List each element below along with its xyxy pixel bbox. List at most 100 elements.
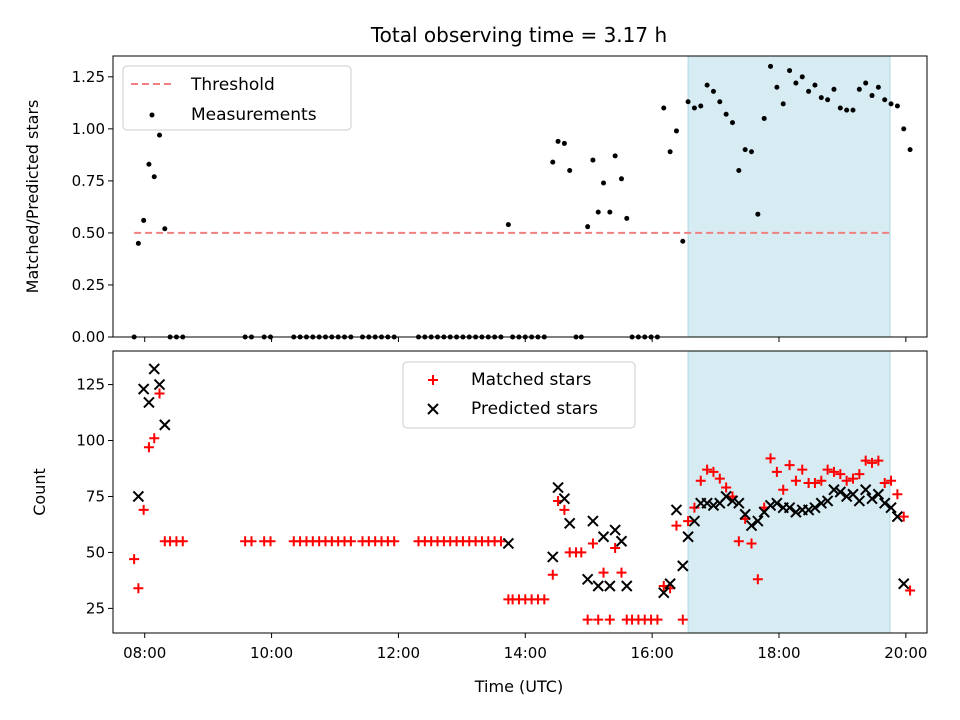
measurement-point — [768, 63, 774, 69]
predicted-star-point — [615, 535, 628, 547]
predicted-star-point — [898, 578, 910, 590]
measurement-point — [567, 167, 573, 173]
measurement-point — [561, 140, 567, 146]
matched-star-point — [752, 574, 763, 585]
y-tick-label: 100 — [76, 432, 105, 450]
measurement-point — [844, 107, 850, 113]
matched-star-point — [616, 567, 627, 578]
matched-star-point — [582, 614, 593, 625]
matched-star-point — [816, 475, 827, 486]
predicted-star-point — [677, 560, 689, 572]
y-tick-label: 125 — [76, 376, 105, 394]
chart-title: Total observing time = 3.17 h — [370, 23, 667, 47]
y-tick-label: 0.00 — [72, 328, 105, 346]
measurement-point — [612, 153, 618, 159]
axes-frame — [112, 55, 928, 338]
matched-star-point — [860, 455, 871, 466]
y-tick-label: 1.00 — [72, 120, 105, 138]
measurement-point — [710, 88, 716, 94]
predicted-star-point — [809, 501, 821, 514]
measurement-point — [729, 120, 735, 126]
predicted-star-point — [764, 499, 777, 512]
measurement-point — [162, 226, 168, 232]
ratio-panel: 0.00 0.25 0.50 0.75 1.00 1.25 Matched/Predicte… — [23, 55, 928, 346]
matched-star-point — [265, 536, 276, 547]
matched-star-point — [604, 614, 615, 625]
matched-star-point — [593, 614, 604, 625]
measurement-point — [831, 86, 837, 92]
predicted-star-point — [720, 490, 732, 503]
matched-star-point — [154, 388, 165, 399]
y-axis-label: Count — [30, 468, 49, 516]
matched-star-point — [652, 614, 663, 625]
matched-star-point — [138, 504, 149, 515]
predicted-star-point — [745, 519, 758, 532]
matched-star-point — [714, 473, 725, 484]
y-axis-label: Matched/Predicted stars — [23, 100, 42, 294]
matched-star-point — [867, 457, 878, 468]
measurement-point — [673, 128, 679, 134]
predicted-star-point — [581, 573, 594, 585]
matched-star-point — [587, 538, 598, 549]
measurement-point — [141, 217, 147, 223]
measurement-point — [742, 147, 748, 153]
matched-star-point — [702, 464, 713, 475]
measurement-point — [837, 105, 843, 111]
y-tick-label: 50 — [86, 543, 105, 561]
predicted-star-point — [148, 363, 160, 375]
matched-star-point — [848, 473, 858, 484]
x-tick-label: 12:00 — [377, 644, 420, 662]
measurement-point — [761, 115, 767, 121]
measurement-point — [894, 103, 900, 109]
predicted-star-point — [502, 537, 515, 550]
measurement-point — [698, 103, 704, 109]
predicted-star-point — [828, 484, 840, 496]
predicted-star-point — [859, 484, 872, 496]
predicted-star-point — [153, 378, 166, 391]
measurement-point — [888, 101, 894, 107]
measurement-point — [624, 215, 630, 221]
x-axis-label: Time (UTC) — [474, 677, 563, 696]
matched-star-point — [547, 569, 558, 580]
matched-star-point — [133, 583, 144, 594]
x-tick-label: 16:00 — [631, 644, 674, 662]
predicted-star-point — [726, 495, 739, 507]
matched-star-point — [828, 466, 839, 477]
measurement-point — [856, 86, 862, 92]
y-tick-label: 1.25 — [72, 68, 105, 86]
predicted-star-point — [885, 501, 897, 514]
matched-star-point — [721, 482, 732, 493]
predicted-star-point — [879, 497, 891, 509]
predicted-star-point — [609, 524, 621, 536]
predicted-star-point — [733, 497, 745, 509]
predicted-star-point — [547, 551, 559, 563]
predicted-star-point — [872, 488, 885, 500]
matched-star-point — [778, 484, 789, 495]
predicted-star-point — [604, 580, 616, 592]
predicted-star-point — [701, 497, 713, 509]
x-tick-label: 08:00 — [123, 644, 166, 662]
predicted-star-point — [840, 490, 853, 503]
predicted-star-point — [802, 504, 815, 516]
matched-star-point — [495, 536, 506, 547]
measurement-point — [685, 99, 691, 105]
matched-star-point — [598, 567, 609, 578]
measurement-point — [151, 174, 157, 180]
predicted-star-point — [587, 515, 599, 527]
matched-star-point — [835, 469, 846, 480]
predicted-star-point — [563, 517, 576, 530]
matched-star-point — [695, 475, 706, 486]
measurement-point — [799, 74, 805, 80]
predicted-star-point — [132, 490, 145, 503]
measurement-point — [793, 80, 799, 86]
predicted-star-point — [137, 383, 150, 395]
measurement-point — [601, 180, 607, 186]
measurement-point — [755, 211, 761, 217]
matched-star-point — [559, 504, 570, 515]
predicted-star-point — [853, 495, 866, 507]
matched-star-point — [784, 460, 795, 471]
legend-threshold-label: Threshold — [190, 75, 275, 95]
measurement-point — [850, 107, 856, 113]
measurement-point — [787, 68, 793, 74]
